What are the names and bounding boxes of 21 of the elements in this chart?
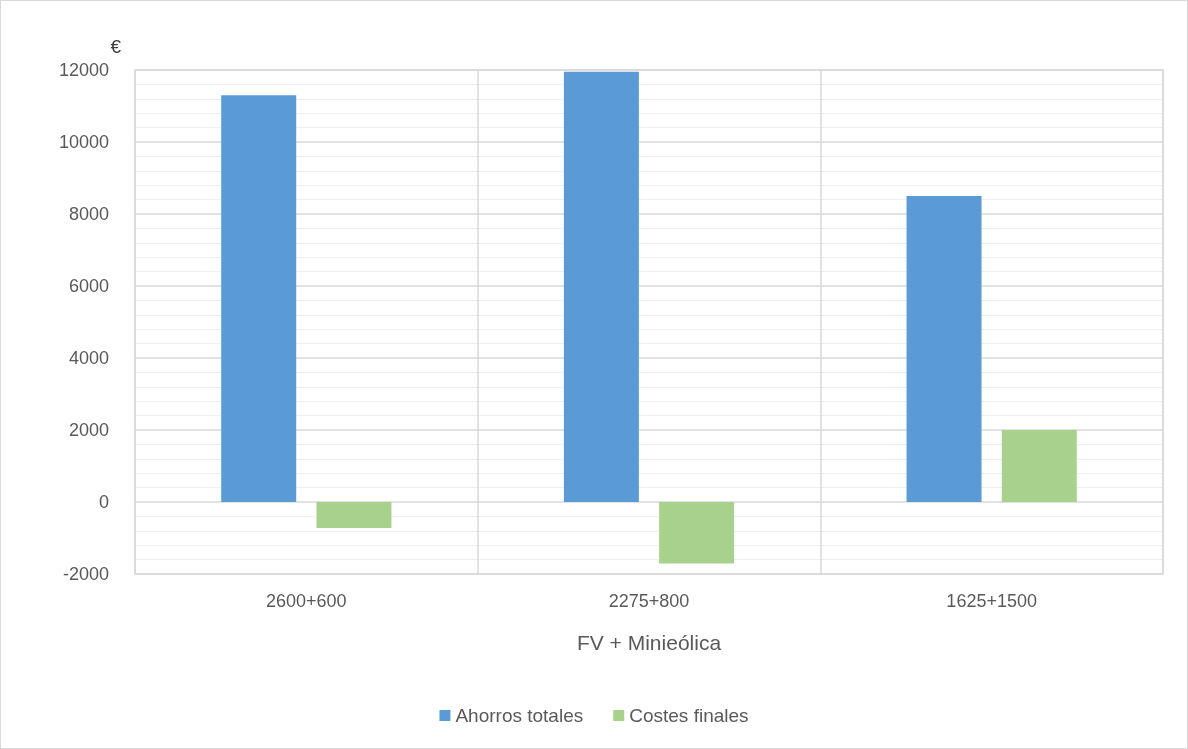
y-tick-label: 12000 (58, 60, 109, 80)
bar (659, 502, 735, 564)
bar (1001, 430, 1077, 502)
x-axis-title: FV + Minieólica (576, 631, 722, 654)
y-tick-label: 6000 (68, 276, 109, 296)
y-tick-label: 2000 (68, 420, 109, 440)
x-tick-label: 2600+600 (266, 591, 347, 611)
x-tick-label: 2275+800 (608, 591, 690, 611)
bar (563, 71, 639, 502)
y-tick-label: 0 (98, 492, 109, 512)
legend-label: Ahorros totales (455, 705, 584, 726)
y-tick-label: 10000 (58, 132, 109, 152)
legend-label: Costes finales (629, 705, 749, 726)
y-axis-title: € (110, 36, 122, 57)
bar (221, 95, 297, 502)
bar (906, 196, 982, 502)
y-tick-label: -2000 (62, 564, 109, 584)
x-tick-label: 1625+1500 (946, 591, 1037, 611)
y-tick-label: 8000 (68, 204, 109, 224)
y-tick-label: 4000 (68, 348, 109, 368)
bar (316, 502, 392, 528)
